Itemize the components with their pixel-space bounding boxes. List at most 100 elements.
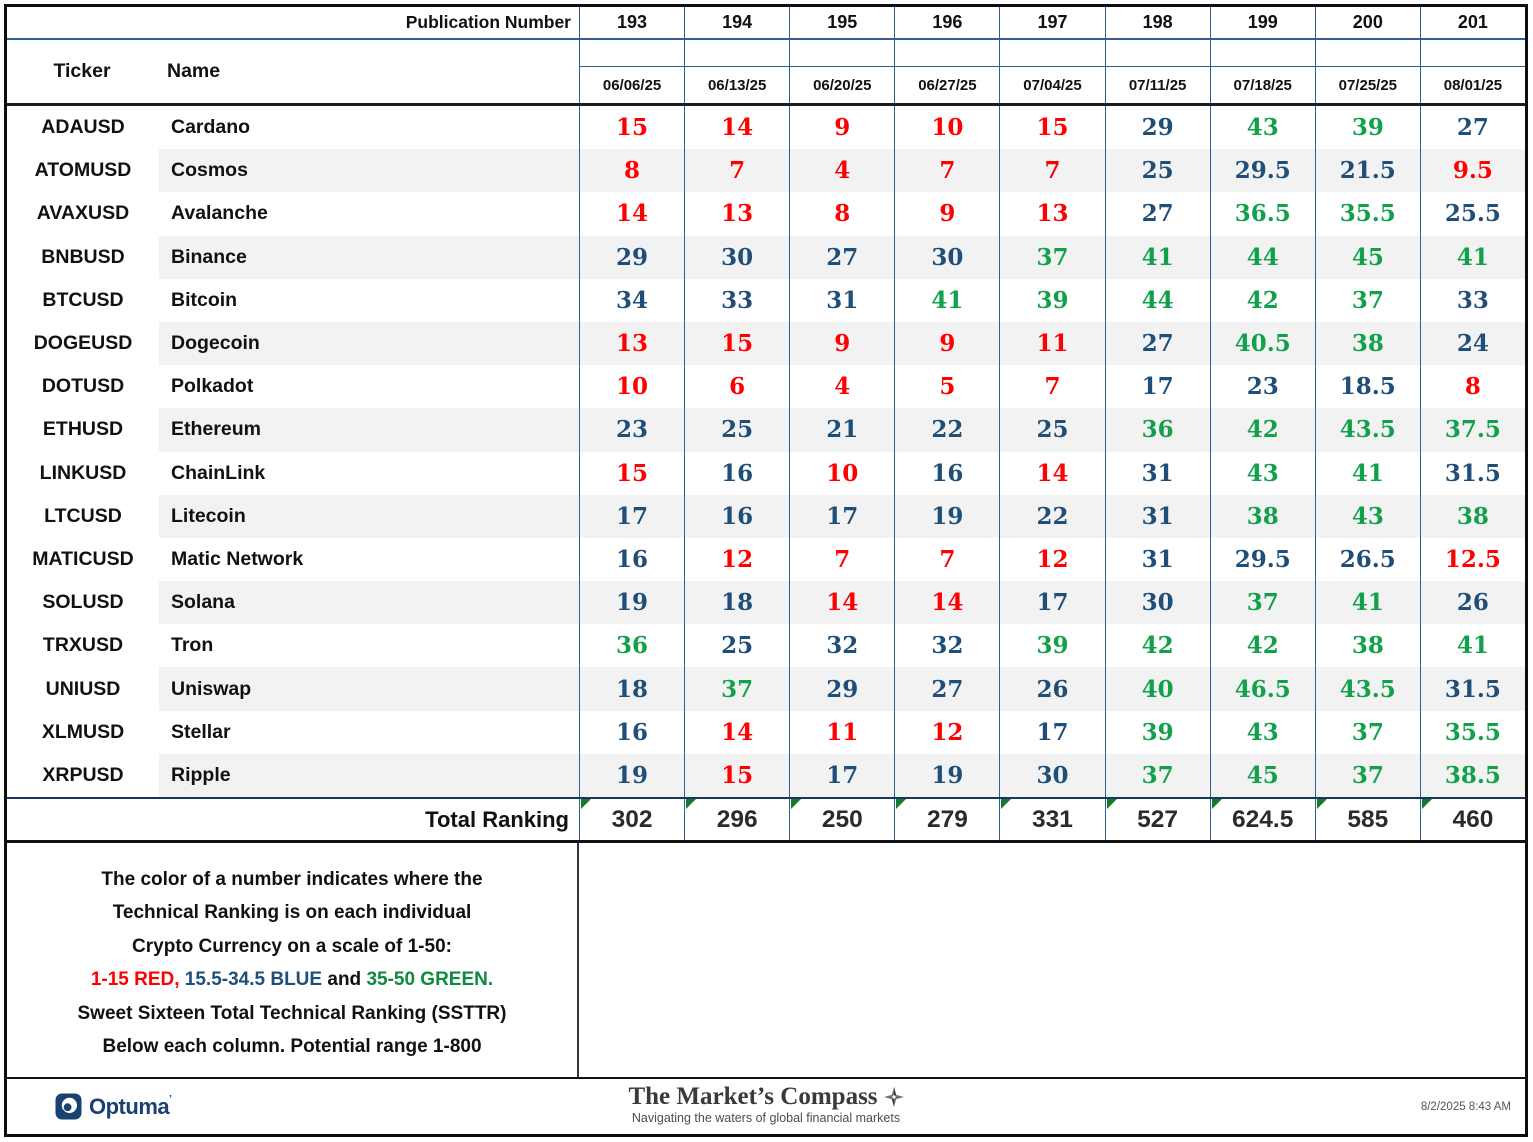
rank-cell: 9 — [894, 192, 999, 236]
rank-cell: 41 — [894, 278, 999, 322]
rank-cell: 4 — [789, 149, 894, 193]
rank-cell: 17 — [789, 753, 894, 797]
rank-cell: 14 — [684, 710, 789, 754]
spacer-cell — [789, 40, 894, 66]
brand-block: The Market’s Compass Navigating the wate… — [7, 1083, 1525, 1125]
name-cell: Cardano — [171, 116, 251, 139]
column-header-row: Ticker Name 06/06/25 06/13/25 06/20/25 06/2… — [7, 40, 1525, 106]
ticker-cell: MATICUSD — [7, 537, 159, 582]
rank-cell: 38 — [1314, 321, 1420, 366]
rank-cell: 18 — [579, 667, 684, 711]
name-cell: Uniswap — [159, 667, 579, 711]
rank-cell: 36 — [1104, 408, 1210, 452]
ticker-cell: ADAUSD — [7, 106, 159, 150]
rank-cell: 43 — [1209, 451, 1315, 495]
rank-cell: 19 — [894, 753, 999, 797]
rank-cell: 40 — [1104, 667, 1210, 711]
rank-cell: 38.5 — [1419, 753, 1525, 797]
rank-cell: 10 — [789, 451, 894, 495]
total-cell: 250 — [789, 799, 894, 840]
rank-cell: 12 — [999, 537, 1104, 582]
rank-cell: 42 — [1104, 624, 1210, 668]
rank-cell: 31 — [789, 278, 894, 322]
total-ranking-label: Total Ranking — [425, 806, 569, 832]
rank-cells: 18 37 29 27 26 40 46.5 43.5 31.5 — [579, 667, 1525, 711]
rank-cell: 16 — [579, 537, 684, 582]
rank-cells: 15 16 10 16 14 31 43 41 31.5 — [579, 451, 1525, 495]
rank-cell: 19 — [579, 753, 684, 797]
rank-cell: 14 — [789, 581, 894, 625]
rank-cell: 16 — [684, 451, 789, 495]
footer-bar: Optuma’ The Market’s Compass Navigating … — [7, 1077, 1525, 1134]
brand-title: The Market’s Compass — [628, 1083, 904, 1111]
table-row: XLMUSD Stellar 16 14 11 12 17 39 43 37 35.5 — [7, 710, 1525, 754]
rank-cell: 5 — [894, 365, 999, 409]
rank-cell: 25 — [684, 624, 789, 668]
rank-cells: 19 18 14 14 17 30 37 41 26 — [579, 581, 1525, 625]
rank-cell: 31.5 — [1419, 667, 1525, 711]
table-row: BNBUSD Binance 29 30 27 30 37 41 44 45 41 — [7, 235, 1525, 279]
rank-cells: 36 25 32 32 39 42 42 38 41 — [579, 624, 1525, 668]
rank-cell: 41 — [1419, 235, 1525, 279]
rank-cell: 43 — [1209, 710, 1315, 754]
legend-segment-blue: 15.5-34.5 BLUE — [179, 969, 323, 991]
table-row: LTCUSD Litecoin 17 16 17 19 22 31 38 43 38 — [7, 494, 1525, 538]
table-row: LINKUSD ChainLink 15 16 10 16 14 31 43 41 31.5 — [7, 451, 1525, 495]
ticker-cell: DOTUSD — [7, 365, 159, 409]
rank-cell: 31 — [1104, 494, 1210, 538]
rank-cell: 26 — [1419, 581, 1525, 625]
ticker-cell: BNBUSD — [7, 235, 159, 279]
publication-number-cell: 198 — [1104, 7, 1210, 38]
name-cell: Tron — [171, 634, 214, 657]
rank-cell: 33 — [1419, 278, 1525, 322]
total-ranking-cells: 302 296 250 279 331 527 624.5 585 460 — [579, 799, 1525, 840]
table-row: ADAUSD Cardano 15 14 9 10 15 29 43 39 27 — [7, 106, 1525, 150]
table-row: ETHUSD Ethereum 23 25 21 22 25 36 42 43.5 37.5 — [7, 408, 1525, 452]
rank-cell: 17 — [1104, 365, 1210, 409]
publication-number-cell: 199 — [1209, 7, 1315, 38]
name-cell: Ripple — [159, 753, 579, 797]
rank-cell: 17 — [999, 581, 1104, 625]
total-value: 585 — [1347, 805, 1389, 833]
rank-cells: 23 25 21 22 25 36 42 43.5 37.5 — [579, 408, 1525, 452]
rank-cell: 13 — [579, 321, 684, 366]
comment-triangle — [1211, 799, 1222, 809]
table-row: UNIUSD Uniswap 18 37 29 27 26 40 46.5 43.5 31.5 — [7, 667, 1525, 711]
rank-cell: 32 — [789, 624, 894, 668]
rank-cell: 19 — [579, 581, 684, 625]
date-cell: 07/25/25 — [1314, 67, 1420, 103]
rank-cell: 38 — [1314, 624, 1420, 668]
spacer-cell — [1419, 40, 1525, 66]
rank-cell: 41 — [1104, 235, 1210, 279]
legend-segment-green: 35-50 GREEN. — [366, 969, 494, 991]
rank-cell: 41 — [1419, 624, 1525, 668]
compass-rose-icon — [883, 1087, 904, 1107]
rank-cell: 4 — [789, 365, 894, 409]
rank-cell: 29.5 — [1209, 537, 1315, 582]
total-value: 279 — [926, 805, 968, 833]
rank-cell: 11 — [999, 321, 1104, 366]
rank-cell: 16 — [579, 710, 684, 754]
legend-note-box: The color of a number indicates where th… — [7, 843, 579, 1077]
total-ranking-row: Total Ranking 302 296 250 279 331 527 624.5 585… — [7, 797, 1525, 843]
name-cell: Ethereum — [159, 408, 579, 452]
rank-cell: 41 — [1314, 451, 1420, 495]
name-cell: Dogecoin — [159, 321, 579, 366]
rank-cell: 40.5 — [1209, 321, 1315, 366]
date-header-block: 06/06/25 06/13/25 06/20/25 06/27/25 07/04/25… — [579, 40, 1525, 103]
rank-cell: 9 — [789, 106, 894, 150]
legend-area: The color of a number indicates where th… — [7, 843, 1525, 1077]
rank-cell: 25 — [999, 408, 1104, 452]
date-cell: 07/18/25 — [1209, 67, 1315, 103]
date-cell: 06/06/25 — [579, 67, 684, 103]
publication-number-cells: 193 194 195 196 197 198 199 200 201 — [579, 7, 1525, 38]
name-cell: Cosmos — [159, 149, 579, 193]
ticker-column-header: Ticker — [53, 60, 111, 82]
ticker-cell: TRXUSD — [7, 624, 159, 668]
name-cell: Stellar — [171, 720, 231, 743]
table-row: MATICUSD Matic Network 16 12 7 7 12 31 29.5 26.5 1… — [7, 537, 1525, 582]
rank-cell: 14 — [999, 451, 1104, 495]
rank-cell: 8 — [1419, 365, 1525, 409]
ticker-cell: LINKUSD — [7, 451, 159, 495]
rank-cell: 7 — [684, 149, 789, 193]
